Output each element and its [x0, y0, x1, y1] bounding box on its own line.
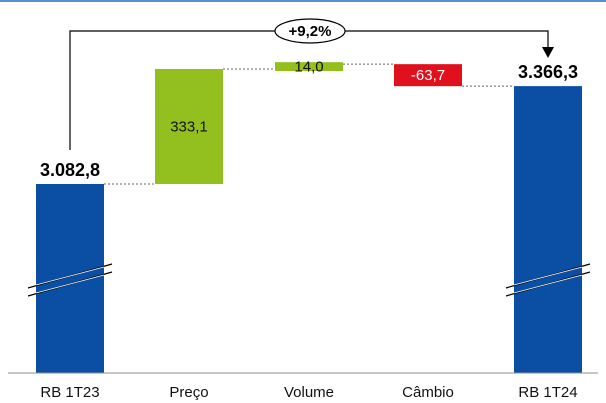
- top-rule: [0, 0, 606, 2]
- data-labels: 3.082,8 333,1 14,0 -63,7 3.366,3: [40, 59, 578, 180]
- data-label-3: -63,7: [411, 67, 445, 84]
- bars: [36, 62, 582, 373]
- axis-break-gap-4-1: [513, 274, 583, 294]
- category-label-1: Preço: [169, 384, 208, 401]
- bar-2: [275, 62, 343, 71]
- growth-bracket: [69, 30, 549, 150]
- data-label-1: 333,1: [170, 119, 208, 136]
- category-label-2: Volume: [284, 384, 334, 401]
- axis-break-gap-0-0: [35, 266, 105, 286]
- axis-breaks: [27, 263, 591, 297]
- bar-0: [36, 184, 104, 373]
- axis-break-gap-0-1: [35, 274, 105, 294]
- bar-3: [394, 64, 462, 87]
- category-label-0: RB 1T23: [40, 384, 99, 401]
- connector-lines: [104, 63, 514, 185]
- bar-1: [155, 69, 223, 184]
- axis-break-gap-4-0: [513, 266, 583, 286]
- category-labels: RB 1T23 Preço Volume Câmbio RB 1T24: [40, 384, 577, 401]
- data-label-2: 14,0: [294, 59, 323, 76]
- growth-arrowhead: [542, 47, 554, 58]
- data-label-0: 3.082,8: [40, 160, 100, 180]
- growth-label: +9,2%: [289, 23, 332, 40]
- bar-4: [514, 86, 582, 373]
- data-label-4: 3.366,3: [518, 62, 578, 82]
- growth-bubble: [274, 18, 346, 44]
- category-label-3: Câmbio: [402, 384, 454, 401]
- category-label-4: RB 1T24: [518, 384, 577, 401]
- growth-annotation: +9,2%: [69, 18, 554, 150]
